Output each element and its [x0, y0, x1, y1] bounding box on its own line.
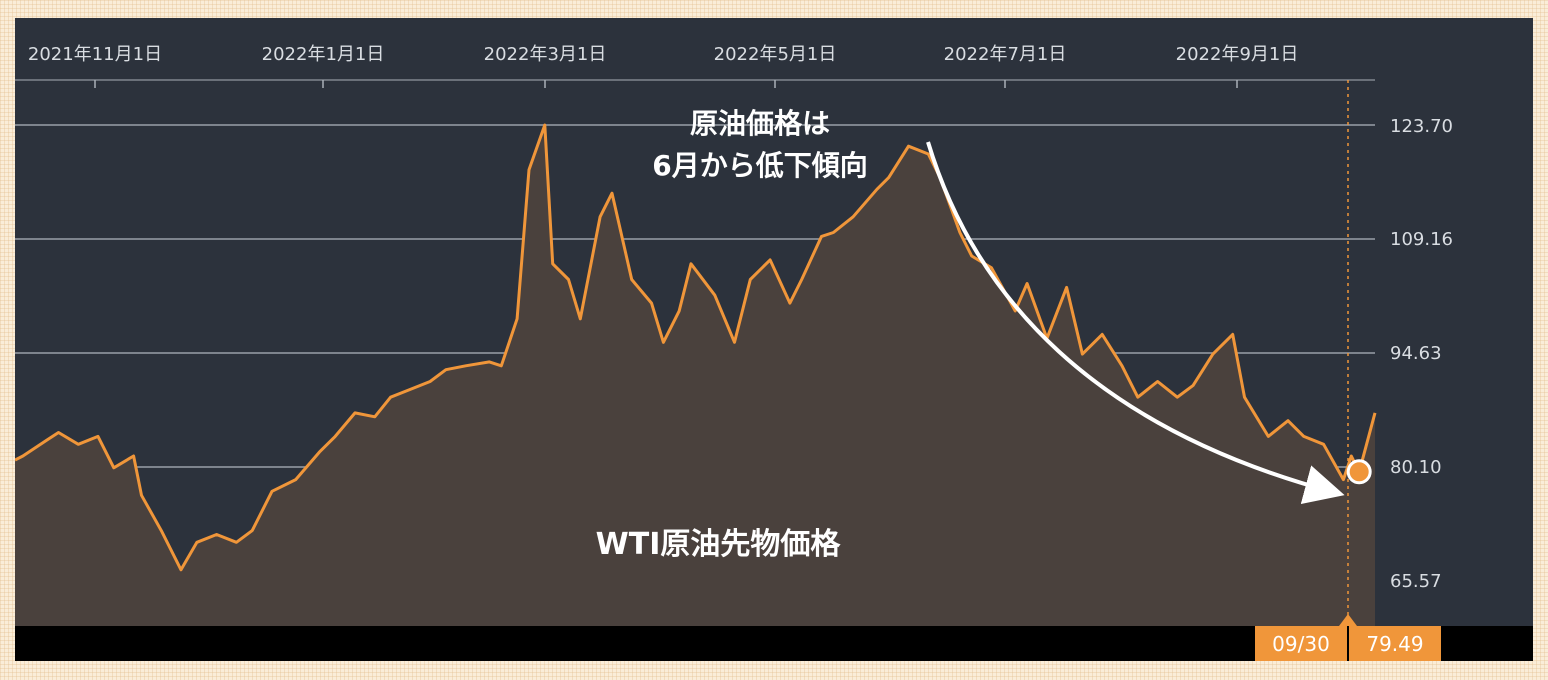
- series-area: [15, 125, 1375, 626]
- current-value-marker: [1346, 459, 1372, 485]
- series-label: WTI原油先物価格: [596, 527, 842, 562]
- readout-date: 09/30: [1272, 632, 1330, 656]
- y-tick-label-3: 80.10: [1390, 457, 1442, 478]
- x-ticks: [94, 80, 1238, 88]
- readout-value: 79.49: [1366, 632, 1423, 656]
- readout-pointer: [1339, 614, 1357, 626]
- y-tick-label-2: 94.63: [1390, 343, 1442, 364]
- readout-date-box: [1255, 626, 1347, 661]
- trend-arrow: [926, 141, 1345, 505]
- readout-value-box: [1349, 626, 1441, 661]
- x-tick-label-4: 2022年7月1日: [944, 44, 1067, 65]
- chart-frame: 2021年11月1日 2022年1月1日 2022年3月1日 2022年5月1日…: [15, 18, 1533, 661]
- x-tick-label-5: 2022年9月1日: [1176, 44, 1299, 65]
- x-tick-label-3: 2022年5月1日: [714, 44, 837, 65]
- series-line: [15, 123, 1377, 572]
- annotation-line-2: 6月から低下傾向: [652, 149, 867, 182]
- y-tick-label-4: 65.57: [1390, 571, 1442, 592]
- wti-chart: 2021年11月1日 2022年1月1日 2022年3月1日 2022年5月1日…: [15, 18, 1533, 661]
- x-tick-label-1: 2022年1月1日: [262, 44, 385, 65]
- x-tick-label-0: 2021年11月1日: [28, 44, 162, 65]
- y-tick-label-0: 123.70: [1390, 116, 1453, 137]
- annotation-line-1: 原油価格は: [690, 107, 830, 140]
- x-tick-label-2: 2022年3月1日: [484, 44, 607, 65]
- y-tick-label-1: 109.16: [1390, 229, 1453, 250]
